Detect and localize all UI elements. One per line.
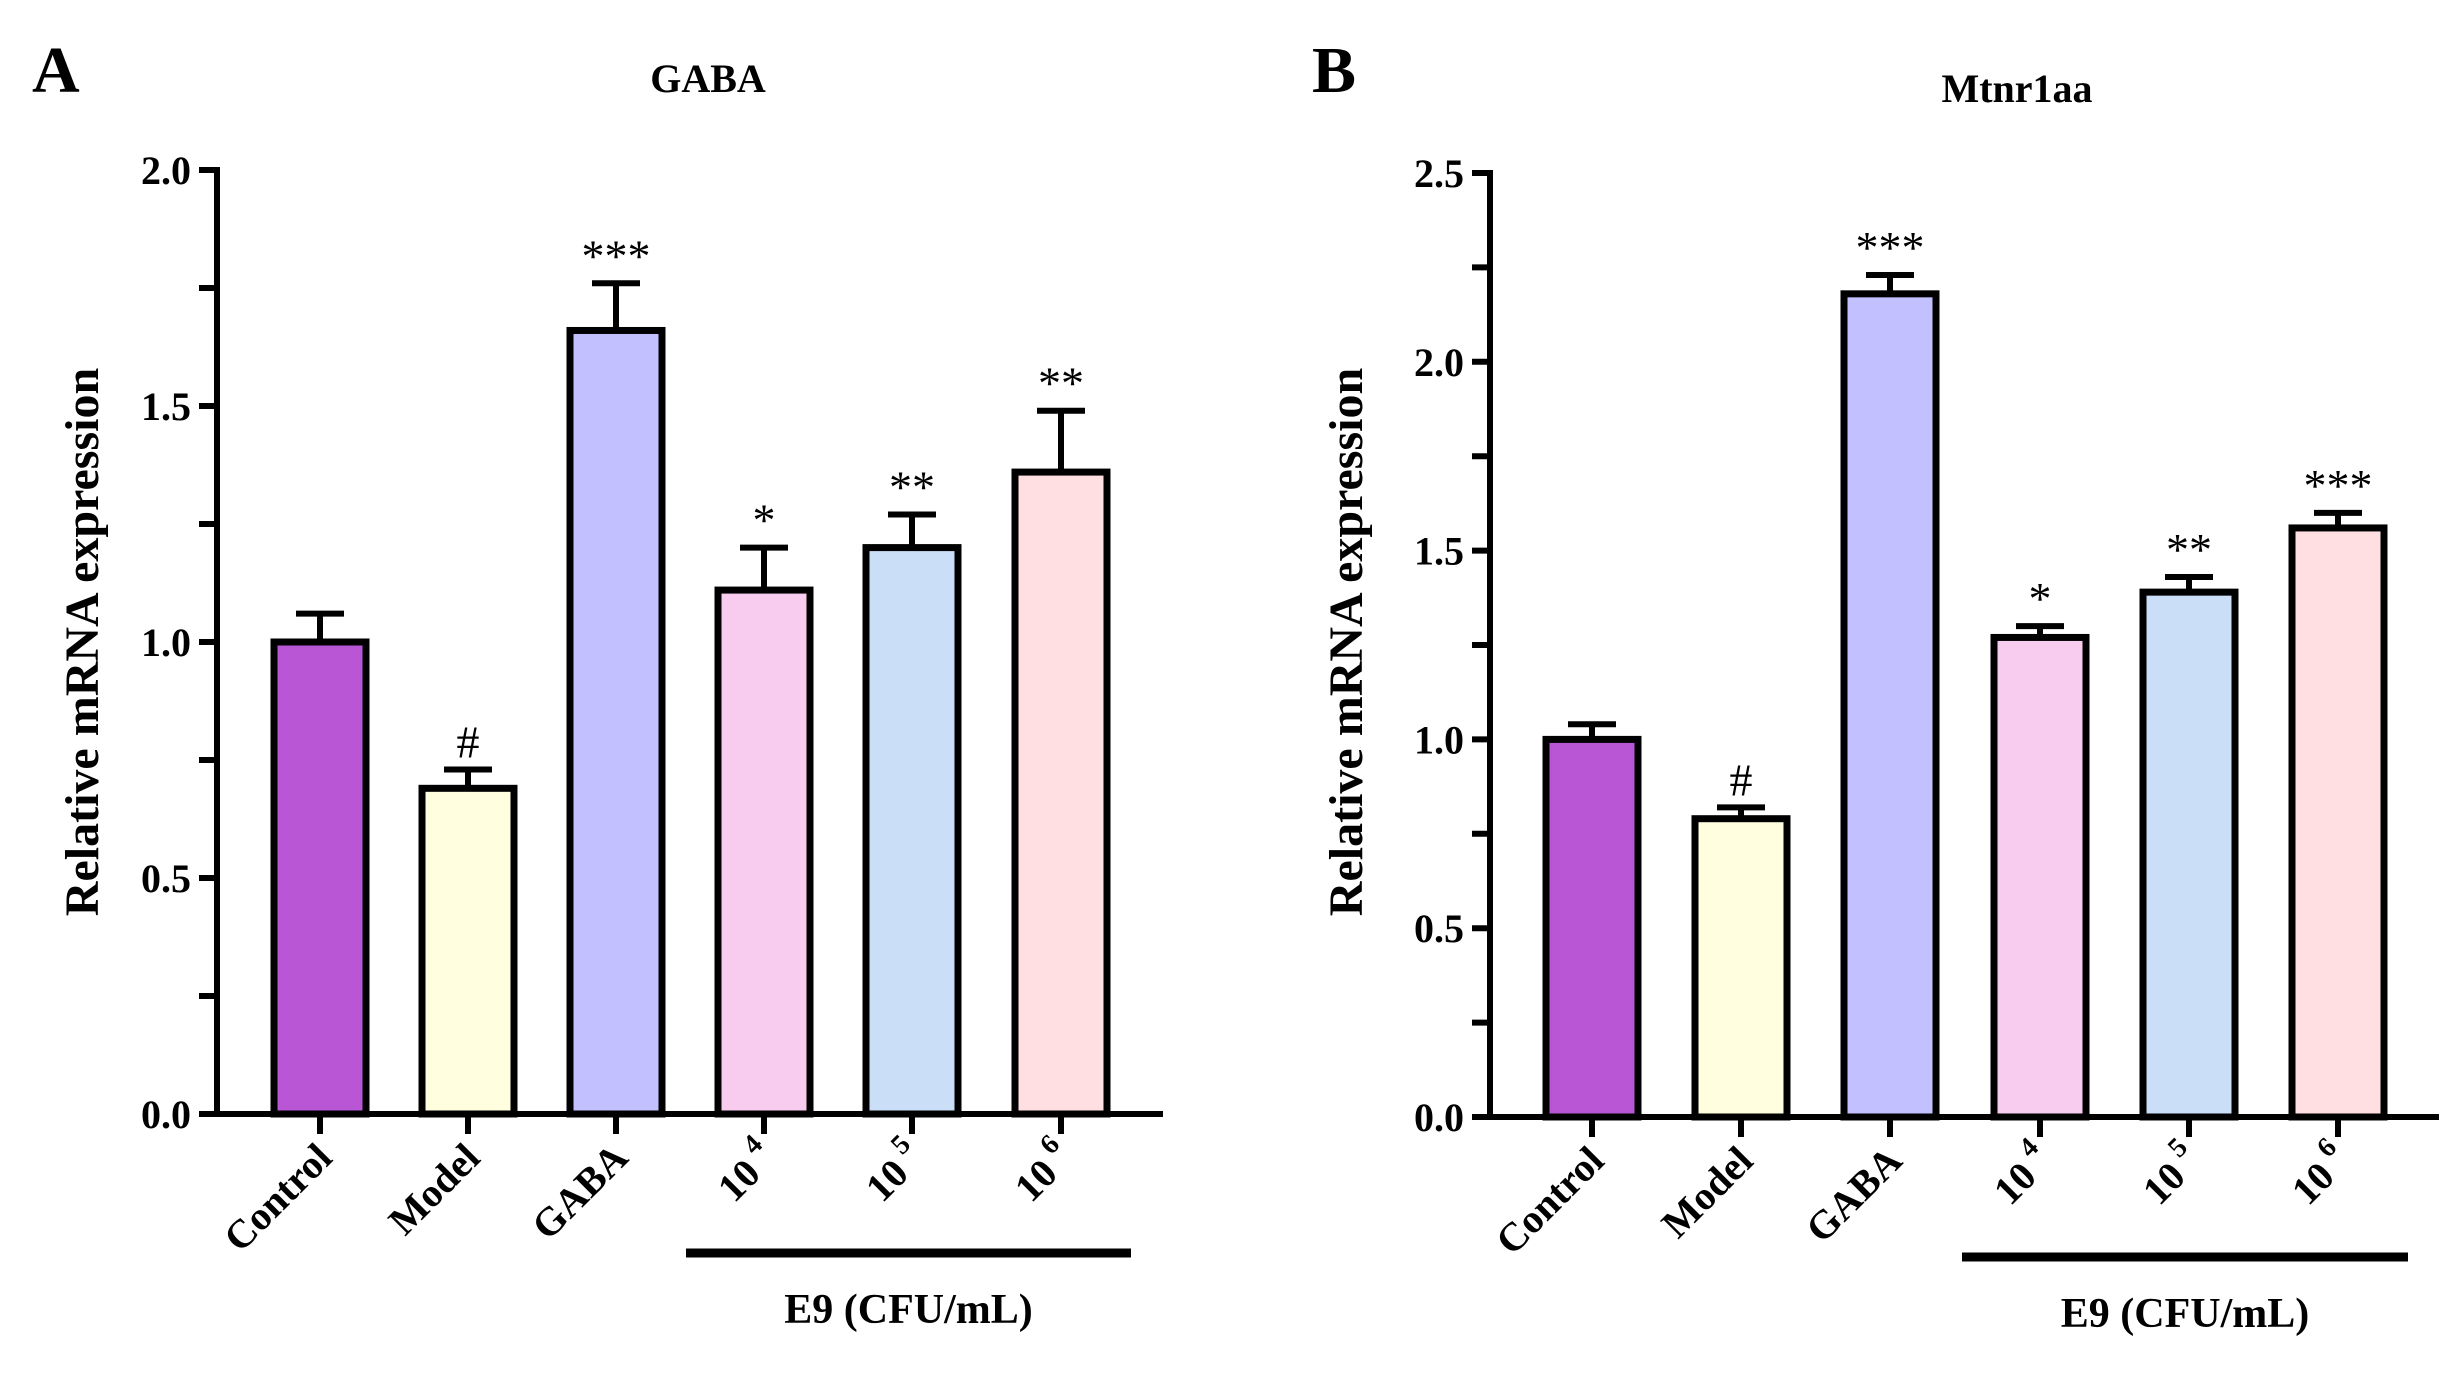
significance-label-a-4: ** — [889, 462, 935, 513]
y-tick-label-b: 1.0 — [1414, 717, 1464, 762]
significance-label-a-3: * — [753, 495, 776, 546]
x-tick-label-b: 105 — [2128, 1132, 2209, 1213]
significance-label-b-3: * — [2029, 573, 2052, 624]
bar-a-model — [418, 784, 518, 1118]
bar-a-106 — [1011, 468, 1111, 1118]
significance-label-b-2: *** — [1856, 222, 1925, 273]
x-tick-label-a: 105 — [851, 1129, 932, 1210]
significance-label-b-5: *** — [2304, 460, 2373, 511]
x-tick-label-a: 106 — [1000, 1129, 1081, 1210]
x-tick-label-b: Model — [1653, 1138, 1762, 1247]
x-tick-label-b: Control — [1487, 1138, 1613, 1264]
x-tick-label-b: GABA — [1797, 1137, 1911, 1251]
panel-letter-b: B — [1312, 34, 1356, 107]
x-tick-label-a: Model — [380, 1135, 489, 1244]
bar-b-gaba — [1840, 290, 1940, 1121]
bar-b-106 — [2288, 524, 2388, 1121]
y-axis-label-a: Relative mRNA expression — [56, 368, 109, 916]
significance-label-b-1: # — [1730, 754, 1753, 805]
bar-b-model — [1691, 815, 1791, 1121]
chart-title-b: Mtnr1aa — [1941, 66, 2092, 111]
y-tick-label-b: 1.5 — [1414, 529, 1464, 574]
x-tick-label-a: 104 — [703, 1129, 784, 1210]
panel-a: A GABA Relative mRNA expression #*******… — [32, 34, 1163, 1333]
x-tick-label-a: GABA — [523, 1134, 637, 1248]
bar-b-105 — [2139, 588, 2239, 1121]
y-tick-label-a: 0.0 — [141, 1092, 191, 1137]
x-tick-label-b: 106 — [2277, 1132, 2358, 1213]
bar-a-gaba — [566, 326, 666, 1118]
significance-label-a-1: # — [457, 716, 480, 767]
bar-b-104 — [1990, 633, 2090, 1121]
panel-letter-a: A — [32, 34, 80, 107]
y-tick-label-b: 2.5 — [1414, 151, 1464, 196]
significance-label-a-5: ** — [1038, 358, 1084, 409]
y-tick-label-b: 0.0 — [1414, 1095, 1464, 1140]
x-tick-label-b: 104 — [1979, 1132, 2060, 1213]
significance-label-b-4: ** — [2166, 524, 2212, 575]
bar-a-control — [270, 638, 370, 1118]
y-tick-label-a: 2.0 — [141, 148, 191, 193]
chart-title-a: GABA — [650, 56, 766, 101]
bar-a-104 — [714, 586, 814, 1118]
panel-b: B Mtnr1aa Relative mRNA expression #****… — [1312, 34, 2439, 1337]
y-tick-label-a: 1.0 — [141, 620, 191, 665]
group-label-b: E9 (CFU/mL) — [2061, 1291, 2309, 1337]
y-tick-label-b: 0.5 — [1414, 906, 1464, 951]
x-tick-label-a: Control — [215, 1135, 341, 1261]
bar-b-control — [1542, 735, 1642, 1121]
y-tick-label-b: 2.0 — [1414, 340, 1464, 385]
y-axis-label-b: Relative mRNA expression — [1320, 368, 1373, 916]
group-label-a: E9 (CFU/mL) — [784, 1287, 1032, 1333]
significance-label-a-2: *** — [582, 230, 651, 281]
bar-a-105 — [862, 544, 962, 1118]
y-tick-label-a: 0.5 — [141, 856, 191, 901]
y-tick-label-a: 1.5 — [141, 384, 191, 429]
